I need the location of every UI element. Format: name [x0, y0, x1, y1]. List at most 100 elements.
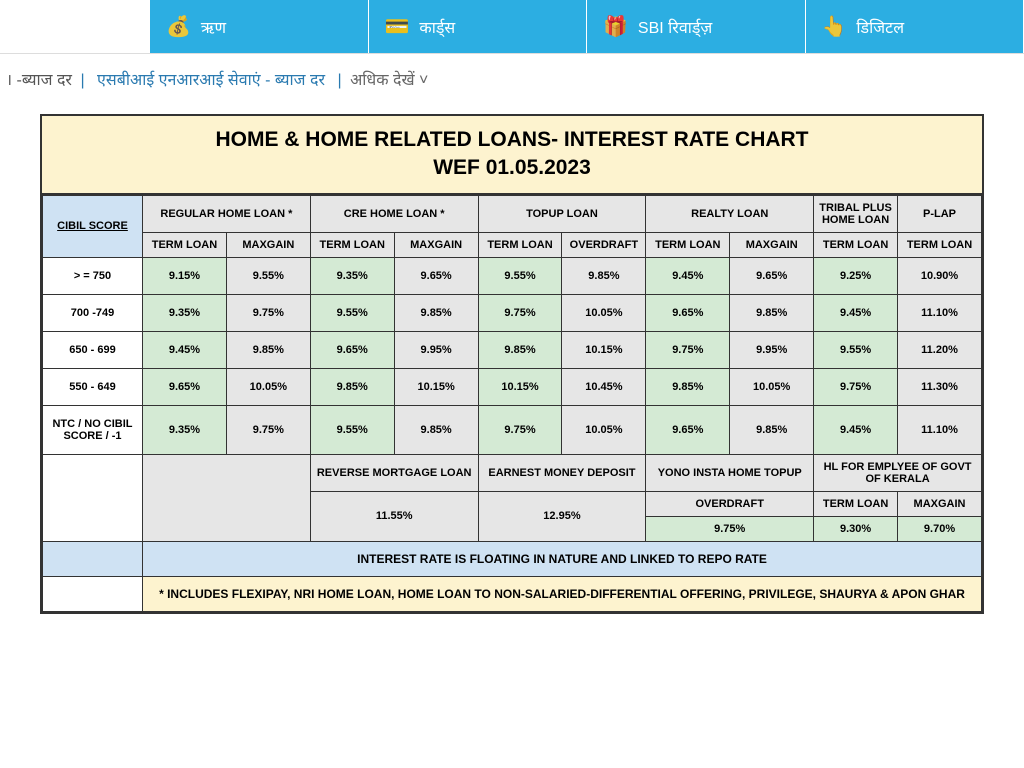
rate-cell: 9.75% [646, 331, 730, 368]
rate-cell: 9.85% [310, 368, 394, 405]
rate-cell: 9.65% [646, 405, 730, 454]
rate-cell: 9.85% [226, 331, 310, 368]
nav-label: कार्ड्स [419, 16, 455, 38]
rate-cell: 10.05% [730, 368, 814, 405]
rate-cell: 9.65% [394, 257, 478, 294]
sub-header: MAXGAIN [226, 232, 310, 257]
breadcrumb-more[interactable]: अधिक देखें ˅ [350, 72, 428, 89]
sub-header: OVERDRAFT [562, 232, 646, 257]
note-row-2: * INCLUDES FLEXIPAY, NRI HOME LOAN, HOME… [43, 576, 982, 611]
empty-cell [43, 454, 143, 541]
score-cell: > = 750 [43, 257, 143, 294]
sub-header: MAXGAIN [730, 232, 814, 257]
sub-header: TERM LOAN [310, 232, 394, 257]
empty-cell [43, 541, 143, 576]
table-row: NTC / NO CIBIL SCORE / -19.35%9.75%9.55%… [43, 405, 982, 454]
rate-cell: 9.65% [646, 294, 730, 331]
rate-cell: 9.65% [310, 331, 394, 368]
top-nav: 💰 ऋण 💳 कार्ड्स 🎁 SBI रिवार्ड्ज़ 👆 डिजिटल [0, 0, 1024, 54]
nav-cards[interactable]: 💳 कार्ड्स [369, 0, 588, 53]
score-cell: 700 -749 [43, 294, 143, 331]
rate-cell: 10.15% [478, 368, 562, 405]
extra-sub: TERM LOAN [814, 491, 898, 516]
breadcrumb-sep: | [337, 72, 341, 89]
extra-sub: OVERDRAFT [646, 491, 814, 516]
rate-cell: 9.15% [143, 257, 227, 294]
rate-cell: 10.05% [562, 294, 646, 331]
chart-title: HOME & HOME RELATED LOANS- INTEREST RATE… [42, 116, 982, 195]
header-row-1: CIBIL SCORE REGULAR HOME LOAN * CRE HOME… [43, 195, 982, 232]
rate-cell: 9.55% [310, 294, 394, 331]
extra-value: 9.75% [646, 516, 814, 541]
rate-cell: 10.15% [562, 331, 646, 368]
rate-cell: 9.35% [310, 257, 394, 294]
table-row: 550 - 6499.65%10.05%9.85%10.15%10.15%10.… [43, 368, 982, 405]
rate-cell: 9.65% [730, 257, 814, 294]
rate-cell: 9.65% [143, 368, 227, 405]
rate-cell: 11.10% [898, 294, 982, 331]
rate-cell: 9.75% [226, 294, 310, 331]
score-cell: NTC / NO CIBIL SCORE / -1 [43, 405, 143, 454]
rate-cell: 10.05% [562, 405, 646, 454]
extra-header: YONO INSTA HOME TOPUP [646, 454, 814, 491]
nav-spacer [0, 0, 150, 53]
rate-cell: 9.35% [143, 405, 227, 454]
nav-loans[interactable]: 💰 ऋण [150, 0, 369, 53]
extra-header: HL FOR EMPLYEE OF GOVT OF KERALA [814, 454, 982, 491]
rate-cell: 9.85% [478, 331, 562, 368]
sheet-wrapper: HOME & HOME RELATED LOANS- INTEREST RATE… [0, 104, 1024, 614]
rate-cell: 9.55% [310, 405, 394, 454]
extra-header: EARNEST MONEY DEPOSIT [478, 454, 646, 491]
loan-group-header: TOPUP LOAN [478, 195, 646, 232]
rate-cell: 10.45% [562, 368, 646, 405]
rate-cell: 9.75% [478, 294, 562, 331]
sub-header: TERM LOAN [814, 232, 898, 257]
nav-label: डिजिटल [856, 16, 904, 38]
rate-cell: 9.45% [143, 331, 227, 368]
rate-cell: 11.10% [898, 405, 982, 454]
extra-value: 9.70% [898, 516, 982, 541]
bag-icon: 💰 [166, 14, 191, 39]
title-line1: HOME & HOME RELATED LOANS- INTEREST RATE… [48, 126, 976, 154]
rate-cell: 10.05% [226, 368, 310, 405]
rate-chart: HOME & HOME RELATED LOANS- INTEREST RATE… [40, 114, 984, 614]
rate-cell: 9.35% [143, 294, 227, 331]
empty-cell [43, 576, 143, 611]
cibil-score-header: CIBIL SCORE [43, 195, 143, 257]
card-icon: 💳 [385, 14, 410, 39]
rate-cell: 9.25% [814, 257, 898, 294]
sub-header: TERM LOAN [478, 232, 562, 257]
loan-group-header: P-LAP [898, 195, 982, 232]
nav-label: SBI रिवार्ड्ज़ [638, 16, 712, 38]
empty-cell [143, 454, 311, 541]
rate-cell: 9.95% [730, 331, 814, 368]
rate-cell: 9.45% [814, 405, 898, 454]
nav-rewards[interactable]: 🎁 SBI रिवार्ड्ज़ [587, 0, 806, 53]
loan-group-header: REGULAR HOME LOAN * [143, 195, 311, 232]
nav-digital[interactable]: 👆 डिजिटल [806, 0, 1024, 53]
rate-cell: 9.85% [394, 405, 478, 454]
rate-cell: 9.75% [478, 405, 562, 454]
rate-cell: 9.75% [226, 405, 310, 454]
rate-cell: 9.85% [394, 294, 478, 331]
gift-icon: 🎁 [603, 14, 628, 39]
rate-cell: 10.90% [898, 257, 982, 294]
rate-cell: 11.30% [898, 368, 982, 405]
rate-cell: 9.45% [814, 294, 898, 331]
loan-group-header: TRIBAL PLUS HOME LOAN [814, 195, 898, 232]
rate-cell: 9.85% [730, 405, 814, 454]
note-text: * INCLUDES FLEXIPAY, NRI HOME LOAN, HOME… [143, 576, 982, 611]
rate-cell: 9.55% [478, 257, 562, 294]
note-text: INTEREST RATE IS FLOATING IN NATURE AND … [143, 541, 982, 576]
rate-cell: 9.95% [394, 331, 478, 368]
extra-sub: MAXGAIN [898, 491, 982, 516]
sub-header: TERM LOAN [898, 232, 982, 257]
extra-value: 11.55% [310, 491, 478, 541]
extra-value: 9.30% [814, 516, 898, 541]
rate-cell: 9.85% [646, 368, 730, 405]
rate-cell: 9.45% [646, 257, 730, 294]
breadcrumb-link[interactable]: एसबीआई एनआरआई सेवाएं - ब्याज दर [97, 72, 325, 89]
extra-value: 12.95% [478, 491, 646, 541]
header-row-2: TERM LOAN MAXGAIN TERM LOAN MAXGAIN TERM… [43, 232, 982, 257]
loan-group-header: REALTY LOAN [646, 195, 814, 232]
